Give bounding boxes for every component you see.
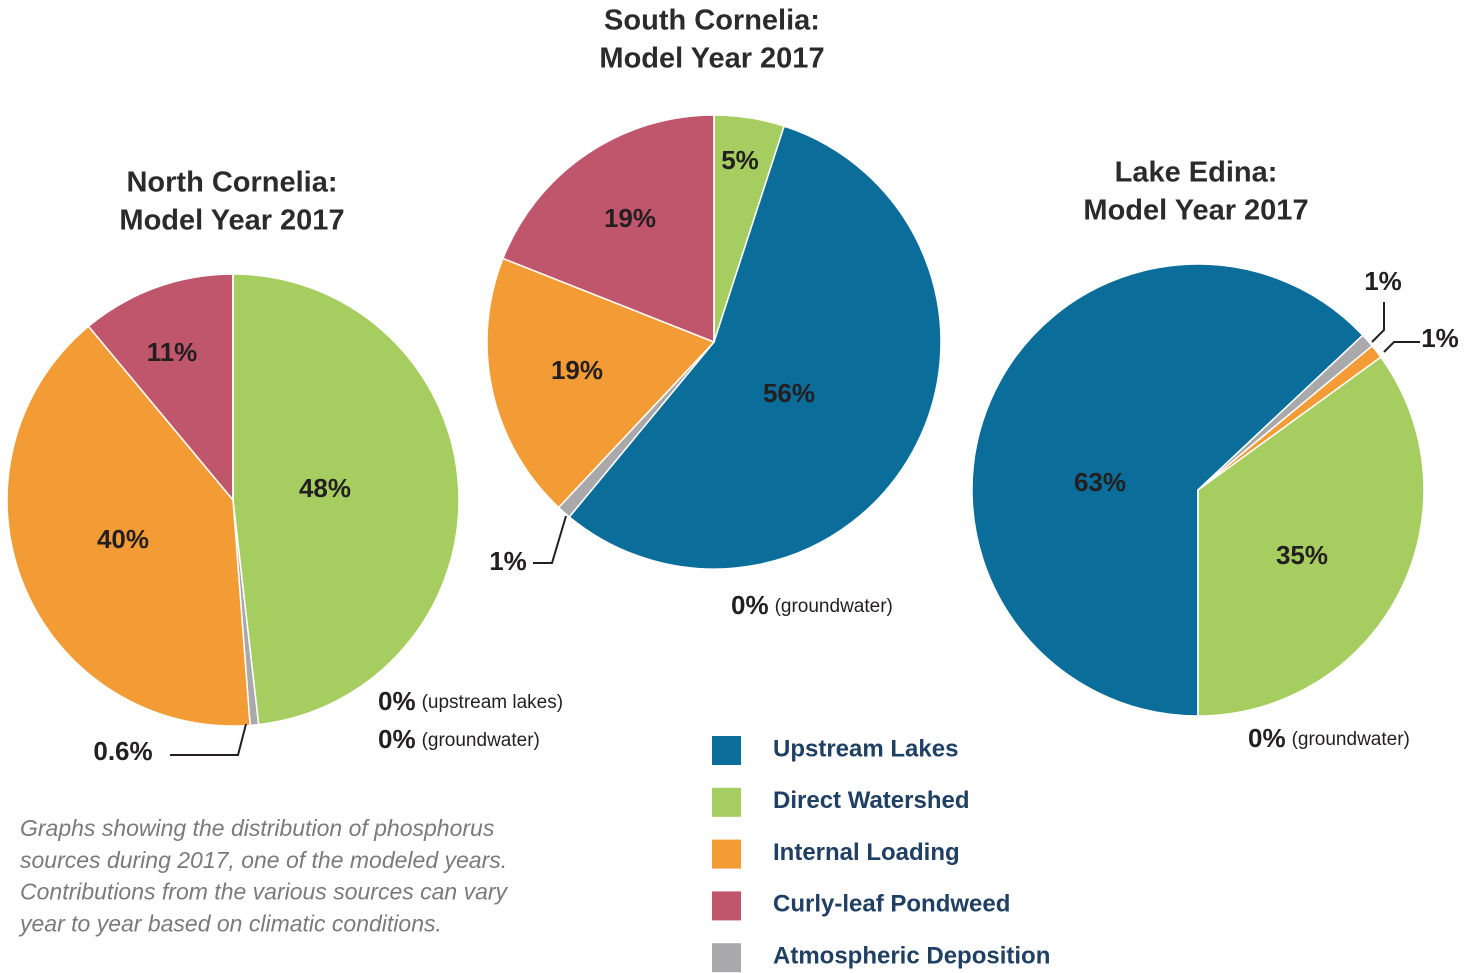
data-label-note: (groundwater) — [1292, 729, 1410, 750]
pie-slice — [971, 263, 1364, 717]
data-label: 56% — [763, 378, 815, 408]
pie-slice — [486, 257, 716, 509]
data-label-value: 0% — [1248, 723, 1286, 753]
data-label: 1% — [1364, 266, 1402, 296]
data-label-note: (upstream lakes) — [422, 692, 564, 713]
caption: sources during 2017, one of the modeled … — [20, 847, 507, 873]
data-label-value: 0% — [378, 724, 416, 754]
legend-swatch — [712, 943, 741, 973]
data-label-value: 63% — [1074, 467, 1126, 497]
chart-title: Model Year 2017 — [119, 205, 344, 237]
data-label: 40% — [97, 524, 149, 554]
caption: Contributions from the various sources c… — [20, 879, 509, 905]
legend-swatch — [712, 839, 741, 869]
pie-slice — [6, 325, 251, 727]
data-label: 5% — [721, 145, 759, 175]
data-label: 35% — [1276, 540, 1328, 570]
caption: year to year based on climatic condition… — [18, 910, 442, 936]
leader-line — [1383, 341, 1420, 353]
data-label: 1% — [489, 546, 527, 576]
legend-swatch — [712, 736, 741, 765]
legend-label: Curly-leaf Pondweed — [773, 891, 1010, 918]
data-label-value: 1% — [1421, 323, 1459, 353]
data-label-value: 1% — [489, 546, 527, 576]
data-label-value: 0% — [731, 590, 769, 620]
caption: Graphs showing the distribution of phosp… — [20, 815, 495, 841]
pie-slice — [87, 273, 234, 503]
chart-title: Model Year 2017 — [599, 43, 824, 75]
legend-swatch — [712, 787, 741, 817]
legend-label: Upstream Lakes — [773, 735, 958, 762]
chart-title: South Cornelia: — [604, 5, 820, 37]
data-label-value: 0.6% — [93, 736, 152, 766]
pie-slice — [568, 125, 942, 570]
data-label: 0.6% — [93, 736, 152, 766]
data-label: 1% — [1421, 323, 1459, 353]
legend-label: Internal Loading — [773, 839, 960, 866]
data-label-value: 5% — [721, 145, 759, 175]
leader-line — [1371, 302, 1385, 343]
data-label: 11% — [147, 337, 198, 367]
data-label-value: 11% — [147, 337, 198, 367]
pie-slice — [232, 273, 460, 726]
data-label: 19% — [551, 355, 603, 385]
data-label-value: 1% — [1364, 266, 1402, 296]
data-label: 63% — [1074, 467, 1126, 497]
chart-title: North Cornelia: — [126, 167, 337, 199]
data-label: 48% — [299, 473, 351, 503]
data-label-value: 40% — [97, 524, 149, 554]
data-label-value: 0% — [378, 686, 416, 716]
data-label-value: 48% — [299, 473, 351, 503]
pie-slice — [1197, 356, 1425, 717]
data-label: 19% — [604, 203, 656, 233]
legend-label: Atmospheric Deposition — [773, 943, 1050, 970]
legend-swatch — [712, 891, 741, 921]
leader-line — [170, 723, 247, 756]
data-label: 0% (groundwater) — [731, 590, 893, 620]
data-label-note: (groundwater) — [422, 730, 540, 751]
data-label-value: 19% — [604, 203, 656, 233]
data-label-note: (groundwater) — [775, 596, 893, 617]
chart-title: Model Year 2017 — [1083, 195, 1308, 227]
chart-title: Lake Edina: — [1115, 157, 1278, 189]
data-label-value: 35% — [1276, 540, 1328, 570]
data-label-value: 19% — [551, 355, 603, 385]
legend-label: Direct Watershed — [773, 787, 970, 814]
data-label-value: 56% — [763, 378, 815, 408]
data-label: 0% (groundwater) — [378, 724, 540, 754]
pie-slice — [501, 114, 715, 344]
data-label: 0% (groundwater) — [1248, 723, 1410, 753]
leader-line — [533, 515, 567, 564]
data-label: 0% (upstream lakes) — [378, 686, 563, 716]
